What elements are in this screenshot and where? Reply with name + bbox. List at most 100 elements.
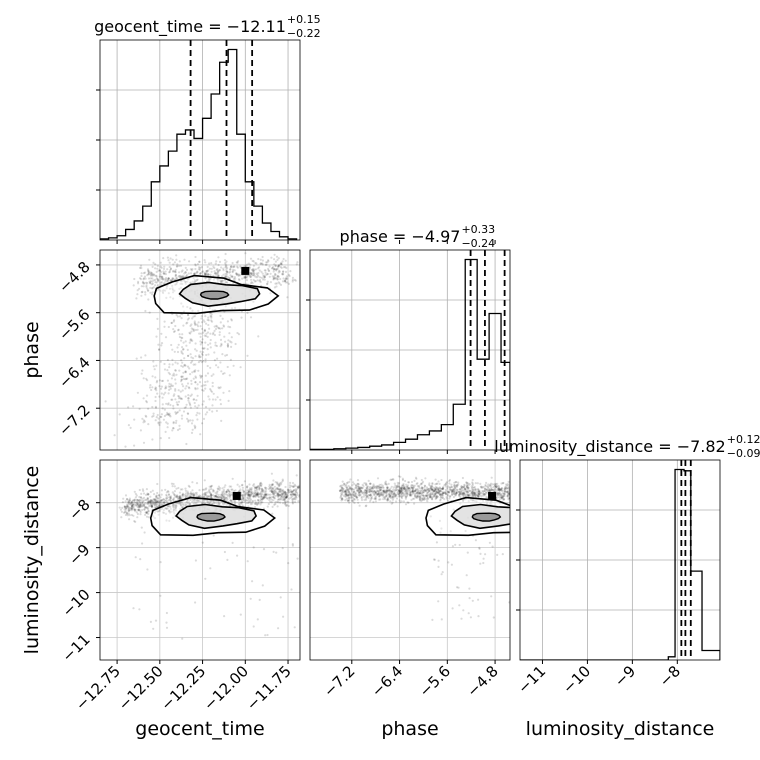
scatter-point [198, 266, 201, 269]
scatter-point [158, 504, 161, 508]
scatter-point [418, 498, 421, 501]
scatter-point [249, 497, 252, 500]
scatter-point [418, 496, 421, 499]
scatter-point [234, 243, 236, 245]
scatter-point [141, 503, 144, 506]
scatter-point [153, 493, 156, 496]
scatter-point [477, 490, 481, 493]
scatter-point [189, 361, 193, 364]
scatter-point [434, 492, 437, 495]
scatter-point [154, 500, 157, 503]
scatter-point [207, 395, 210, 398]
scatter-point [250, 488, 253, 491]
scatter-point [272, 270, 275, 273]
scatter-point [158, 508, 161, 512]
contour-inner [199, 290, 230, 300]
scatter-point [439, 490, 442, 493]
scatter-point [130, 501, 133, 504]
scatter-point [399, 475, 402, 478]
scatter-point [234, 342, 237, 346]
scatter-point [416, 482, 419, 485]
scatter-point [274, 491, 277, 494]
scatter-point [455, 491, 458, 495]
scatter-point [153, 274, 156, 277]
y-tick-label: −9 [65, 541, 93, 569]
scatter-point [231, 270, 234, 273]
scatter-point [277, 488, 280, 491]
scatter-point [400, 492, 403, 495]
scatter-point [452, 488, 455, 491]
scatter-point [213, 333, 216, 337]
scatter-point [141, 502, 144, 505]
scatter-point [385, 490, 388, 494]
scatter-point [256, 499, 259, 502]
scatter-point [165, 501, 168, 504]
scatter-point [378, 495, 381, 498]
scatter-point [435, 496, 438, 499]
scatter-point [199, 350, 202, 353]
scatter-point [147, 271, 151, 274]
scatter-point [482, 492, 485, 495]
scatter-point [435, 495, 438, 498]
scatter-point [263, 496, 266, 499]
scatter-point [262, 489, 265, 492]
scatter-point [485, 499, 488, 502]
scatter-point [163, 278, 166, 281]
scatter-point [432, 558, 436, 561]
scatter-point [341, 498, 344, 501]
scatter-point [341, 484, 344, 487]
scatter-point [275, 268, 278, 271]
scatter-point [286, 281, 289, 284]
scatter-point [478, 490, 481, 493]
scatter-point [244, 276, 247, 279]
scatter-point [277, 281, 280, 284]
scatter-point [360, 498, 364, 502]
scatter-point [515, 484, 517, 486]
scatter-point [467, 612, 470, 615]
scatter-point [169, 267, 173, 270]
scatter-point [420, 482, 423, 485]
scatter-point [162, 501, 165, 504]
scatter-point [146, 268, 150, 271]
scatter-point [130, 513, 133, 517]
scatter-point [455, 484, 458, 487]
scatter-point [196, 394, 199, 397]
scatter-point [172, 422, 175, 425]
scatter-point [512, 493, 514, 495]
scatter-point [427, 491, 430, 494]
scatter-point [421, 486, 424, 490]
scatter-point [196, 263, 199, 266]
scatter-point [422, 494, 425, 497]
scatter-point [268, 485, 271, 488]
scatter-point [197, 500, 200, 503]
scatter-point [372, 487, 375, 490]
scatter-point [296, 493, 299, 496]
scatter-point [169, 257, 172, 260]
scatter-point [399, 490, 402, 493]
scatter-point [130, 509, 133, 512]
scatter-point [360, 490, 363, 493]
y-tick-label: −10 [59, 586, 94, 621]
scatter-point [137, 505, 140, 509]
scatter-point [511, 496, 513, 498]
scatter-point [466, 493, 470, 496]
scatter-point [233, 265, 236, 268]
scatter-point [369, 482, 372, 485]
scatter-point [138, 266, 142, 269]
scatter-point [222, 324, 225, 327]
scatter-point [432, 489, 435, 492]
scatter-point [274, 494, 277, 498]
scatter-point [515, 490, 517, 492]
scatter-point [286, 277, 289, 280]
scatter-point [189, 492, 192, 495]
scatter-point [256, 493, 259, 496]
scatter-point [195, 279, 198, 282]
scatter-point [171, 358, 174, 361]
scatter-point [242, 490, 245, 493]
scatter-point [130, 501, 133, 504]
scatter-point [214, 494, 217, 498]
scatter-point [181, 503, 185, 506]
scatter-point [184, 489, 187, 492]
scatter-point [368, 487, 371, 490]
scatter-point [476, 490, 479, 493]
